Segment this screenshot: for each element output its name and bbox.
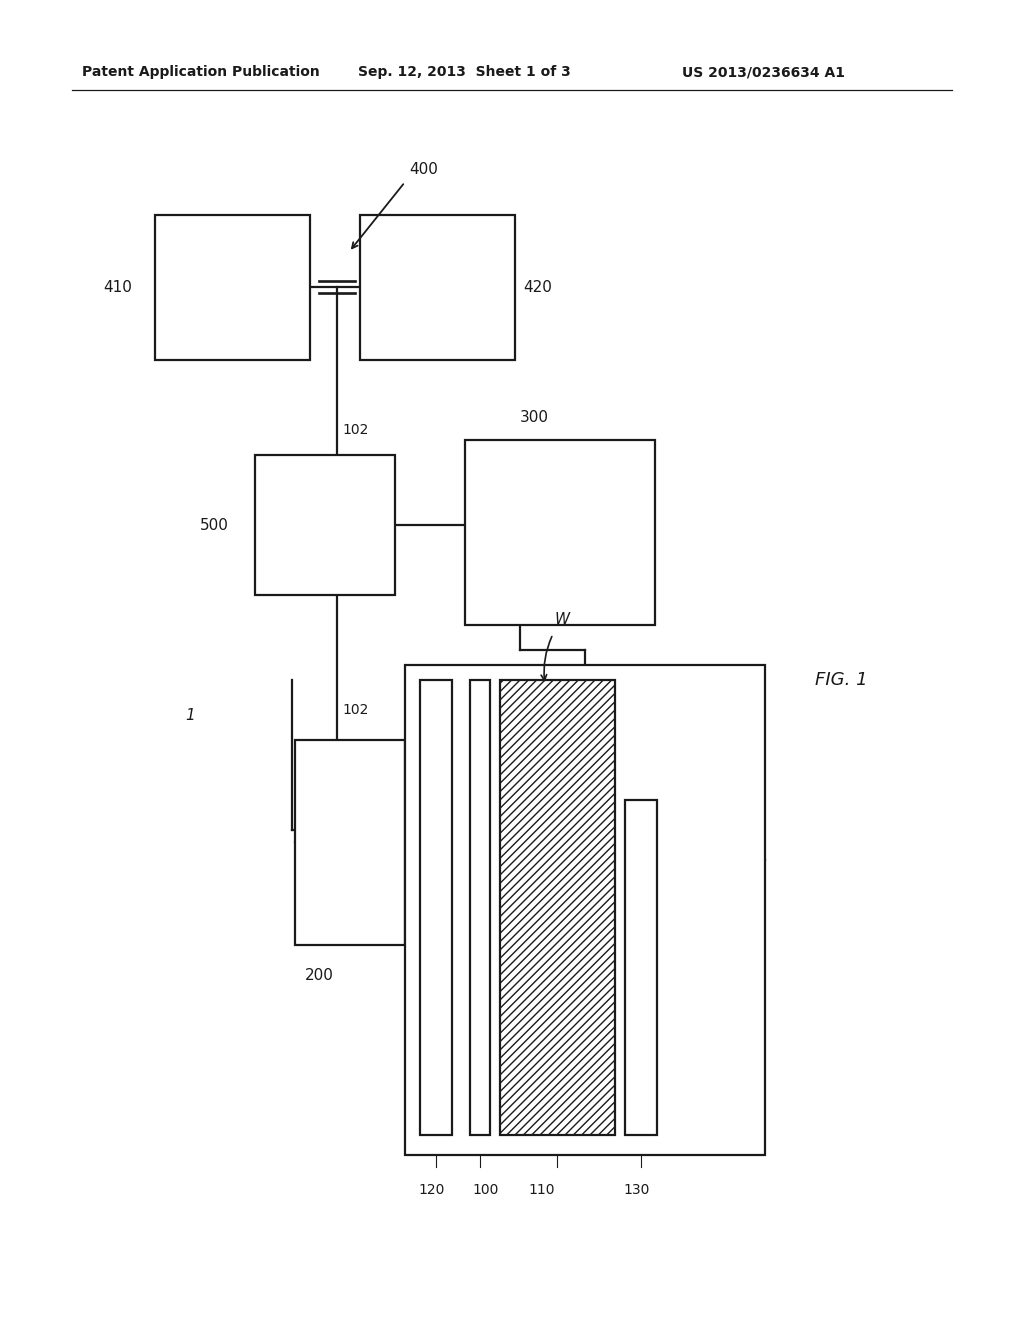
Text: 400: 400 — [409, 161, 438, 177]
Text: W: W — [555, 612, 570, 627]
Text: 500: 500 — [200, 517, 229, 532]
Bar — [420, 680, 452, 1135]
Bar — [625, 800, 657, 1135]
Bar — [500, 680, 615, 1135]
Text: 102: 102 — [342, 704, 369, 717]
Text: 300: 300 — [520, 411, 549, 425]
Bar — [360, 215, 515, 360]
Text: 130: 130 — [623, 1183, 649, 1197]
Text: 102: 102 — [342, 422, 369, 437]
Text: 420: 420 — [523, 280, 552, 294]
Text: 110: 110 — [528, 1183, 555, 1197]
Text: Patent Application Publication: Patent Application Publication — [82, 65, 319, 79]
Text: 100: 100 — [472, 1183, 499, 1197]
Text: FIG. 1: FIG. 1 — [815, 671, 867, 689]
Text: 120: 120 — [418, 1183, 444, 1197]
Bar — [465, 440, 655, 624]
Bar — [406, 665, 765, 1155]
Text: US 2013/0236634 A1: US 2013/0236634 A1 — [682, 65, 845, 79]
Text: 410: 410 — [103, 280, 132, 294]
Text: Sep. 12, 2013  Sheet 1 of 3: Sep. 12, 2013 Sheet 1 of 3 — [358, 65, 570, 79]
Text: 1: 1 — [185, 708, 195, 722]
Bar — [255, 455, 395, 595]
Bar — [470, 680, 490, 1135]
Bar — [155, 215, 310, 360]
Text: 200: 200 — [305, 968, 334, 982]
Bar — [295, 741, 406, 945]
